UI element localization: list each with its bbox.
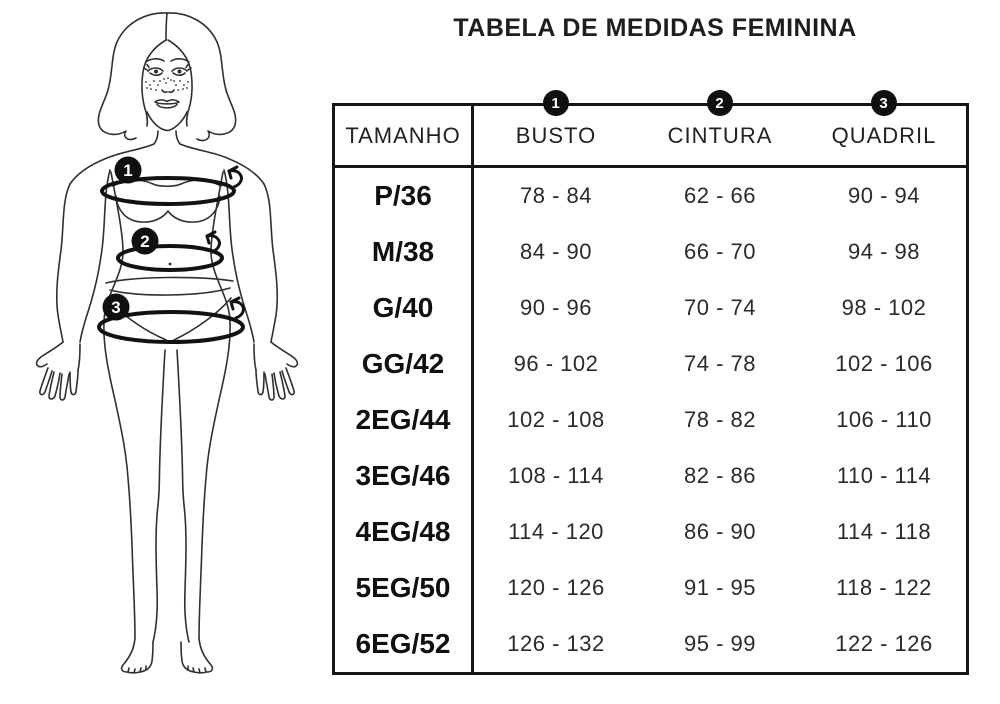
quadril-value: 102 - 106 <box>835 351 933 376</box>
busto-value: 84 - 90 <box>520 239 592 264</box>
svg-text:2: 2 <box>140 232 149 251</box>
busto-value: 108 - 114 <box>508 463 604 488</box>
size-label: G/40 <box>335 280 474 336</box>
column-header-cintura-label: CINTURA <box>667 122 773 148</box>
figure-badge-1: 1 <box>114 156 142 184</box>
size-label: 5EG/50 <box>335 560 474 616</box>
size-label: 2EG/44 <box>335 392 474 448</box>
busto-value: 126 - 132 <box>507 631 605 656</box>
cintura-value: 66 - 70 <box>684 239 756 264</box>
busto-value: 120 - 126 <box>507 575 605 600</box>
column-number-badge-2: 2 <box>707 90 733 116</box>
size-label: 3EG/46 <box>335 448 474 504</box>
size-label: P/36 <box>335 168 474 224</box>
column-number-badge-3: 3 <box>871 90 897 116</box>
column-header-busto: 1 BUSTO <box>474 90 638 168</box>
cintura-value: 82 - 86 <box>684 463 756 488</box>
svg-text:3: 3 <box>111 298 120 317</box>
face <box>143 58 192 132</box>
legs <box>103 321 231 643</box>
size-label: 4EG/48 <box>335 504 474 560</box>
size-label: M/38 <box>335 224 474 280</box>
cintura-value: 86 - 90 <box>684 519 756 544</box>
hair <box>97 12 237 142</box>
cintura-value: 74 - 78 <box>684 351 756 376</box>
column-header-quadril: 3 QUADRIL <box>802 90 966 168</box>
busto-value: 102 - 108 <box>507 407 605 432</box>
left-hand <box>35 341 81 401</box>
column-header-busto-label: BUSTO <box>515 122 597 148</box>
navel <box>168 262 172 266</box>
quadril-value: 90 - 94 <box>848 183 920 208</box>
bust-measure-loop <box>100 165 243 206</box>
hip-measure-loop <box>97 296 245 344</box>
quadril-value: 98 - 102 <box>841 295 927 320</box>
busto-value: 90 - 96 <box>520 295 592 320</box>
column-header-tamanho: TAMANHO <box>335 106 474 168</box>
quadril-value: 122 - 126 <box>835 631 933 656</box>
busto-value: 96 - 102 <box>513 351 599 376</box>
freckles <box>145 77 189 91</box>
cintura-value: 91 - 95 <box>684 575 756 600</box>
quadril-value: 118 - 122 <box>836 575 932 600</box>
column-header-cintura: 2 CINTURA <box>638 90 802 168</box>
cintura-value: 62 - 66 <box>684 183 756 208</box>
column-number-badge-1: 1 <box>543 90 569 116</box>
svg-text:1: 1 <box>123 161 132 180</box>
quadril-value: 110 - 114 <box>836 463 932 488</box>
size-label: GG/42 <box>335 336 474 392</box>
waist-measure-loop <box>116 230 224 272</box>
quadril-value: 106 - 110 <box>836 407 932 432</box>
size-label: 6EG/52 <box>335 616 474 672</box>
page-title: TABELA DE MEDIDAS FEMININA <box>453 14 857 42</box>
column-header-quadril-label: QUADRIL <box>831 122 937 148</box>
quadril-value: 94 - 98 <box>848 239 920 264</box>
cintura-value: 70 - 74 <box>684 295 756 320</box>
cintura-value: 95 - 99 <box>684 631 756 656</box>
busto-value: 114 - 120 <box>508 519 604 544</box>
body-outline <box>55 130 279 343</box>
figure-badge-2: 2 <box>131 227 159 255</box>
busto-value: 78 - 84 <box>520 183 592 208</box>
right-hand <box>253 341 299 401</box>
cintura-value: 78 - 82 <box>684 407 756 432</box>
measurement-figure: 1 2 3 <box>35 12 299 674</box>
quadril-value: 114 - 118 <box>836 519 932 544</box>
feet <box>120 637 214 674</box>
size-table: TAMANHO 1 BUSTO 2 CINTURA 3 QUADRIL P/36… <box>332 90 969 675</box>
figure-badge-3: 3 <box>102 293 130 321</box>
